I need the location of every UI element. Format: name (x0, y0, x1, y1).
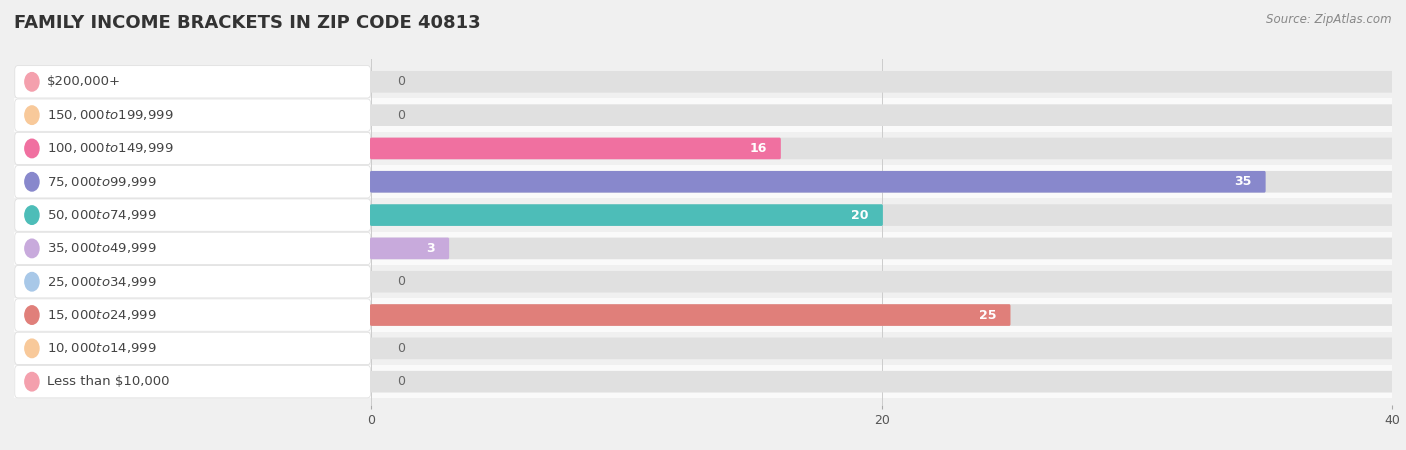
Text: $75,000 to $99,999: $75,000 to $99,999 (48, 175, 157, 189)
Text: 0: 0 (396, 275, 405, 288)
FancyBboxPatch shape (15, 266, 371, 298)
Text: $150,000 to $199,999: $150,000 to $199,999 (48, 108, 174, 122)
FancyBboxPatch shape (15, 332, 371, 365)
Circle shape (25, 139, 39, 158)
Text: FAMILY INCOME BRACKETS IN ZIP CODE 40813: FAMILY INCOME BRACKETS IN ZIP CODE 40813 (14, 14, 481, 32)
FancyBboxPatch shape (370, 238, 1393, 259)
FancyBboxPatch shape (14, 132, 1392, 165)
Text: Source: ZipAtlas.com: Source: ZipAtlas.com (1267, 14, 1392, 27)
Circle shape (25, 339, 39, 358)
Circle shape (25, 373, 39, 391)
FancyBboxPatch shape (370, 304, 1393, 326)
Text: 3: 3 (426, 242, 434, 255)
FancyBboxPatch shape (14, 232, 1392, 265)
Text: 20: 20 (852, 209, 869, 221)
Text: $200,000+: $200,000+ (48, 75, 121, 88)
FancyBboxPatch shape (14, 265, 1392, 298)
Text: $50,000 to $74,999: $50,000 to $74,999 (48, 208, 157, 222)
Circle shape (25, 206, 39, 225)
FancyBboxPatch shape (15, 299, 371, 331)
Text: 0: 0 (396, 108, 405, 122)
Text: $25,000 to $34,999: $25,000 to $34,999 (48, 275, 157, 289)
Text: $10,000 to $14,999: $10,000 to $14,999 (48, 342, 157, 356)
FancyBboxPatch shape (370, 138, 780, 159)
Text: $35,000 to $49,999: $35,000 to $49,999 (48, 241, 157, 256)
Circle shape (25, 306, 39, 324)
FancyBboxPatch shape (14, 198, 1392, 232)
Text: 0: 0 (396, 342, 405, 355)
Text: $15,000 to $24,999: $15,000 to $24,999 (48, 308, 157, 322)
FancyBboxPatch shape (14, 99, 1392, 132)
FancyBboxPatch shape (370, 204, 883, 226)
FancyBboxPatch shape (15, 66, 371, 98)
FancyBboxPatch shape (370, 338, 1393, 359)
FancyBboxPatch shape (14, 298, 1392, 332)
Text: Less than $10,000: Less than $10,000 (48, 375, 170, 388)
FancyBboxPatch shape (370, 171, 1393, 193)
Text: 35: 35 (1234, 175, 1251, 188)
FancyBboxPatch shape (15, 199, 371, 231)
Text: $100,000 to $149,999: $100,000 to $149,999 (48, 141, 174, 155)
Text: 25: 25 (979, 309, 997, 322)
Text: 16: 16 (749, 142, 766, 155)
Circle shape (25, 273, 39, 291)
Circle shape (25, 106, 39, 124)
FancyBboxPatch shape (370, 138, 1393, 159)
FancyBboxPatch shape (15, 132, 371, 165)
FancyBboxPatch shape (14, 165, 1392, 198)
FancyBboxPatch shape (14, 65, 1392, 99)
Text: 0: 0 (396, 375, 405, 388)
FancyBboxPatch shape (15, 166, 371, 198)
FancyBboxPatch shape (370, 238, 449, 259)
FancyBboxPatch shape (370, 171, 1265, 193)
FancyBboxPatch shape (15, 365, 371, 398)
FancyBboxPatch shape (15, 232, 371, 265)
FancyBboxPatch shape (14, 365, 1392, 398)
FancyBboxPatch shape (15, 99, 371, 131)
FancyBboxPatch shape (370, 371, 1393, 392)
FancyBboxPatch shape (370, 204, 1393, 226)
Circle shape (25, 72, 39, 91)
Text: 0: 0 (396, 75, 405, 88)
FancyBboxPatch shape (370, 271, 1393, 292)
Circle shape (25, 172, 39, 191)
Circle shape (25, 239, 39, 258)
FancyBboxPatch shape (370, 304, 1011, 326)
FancyBboxPatch shape (370, 104, 1393, 126)
FancyBboxPatch shape (370, 71, 1393, 93)
FancyBboxPatch shape (14, 332, 1392, 365)
